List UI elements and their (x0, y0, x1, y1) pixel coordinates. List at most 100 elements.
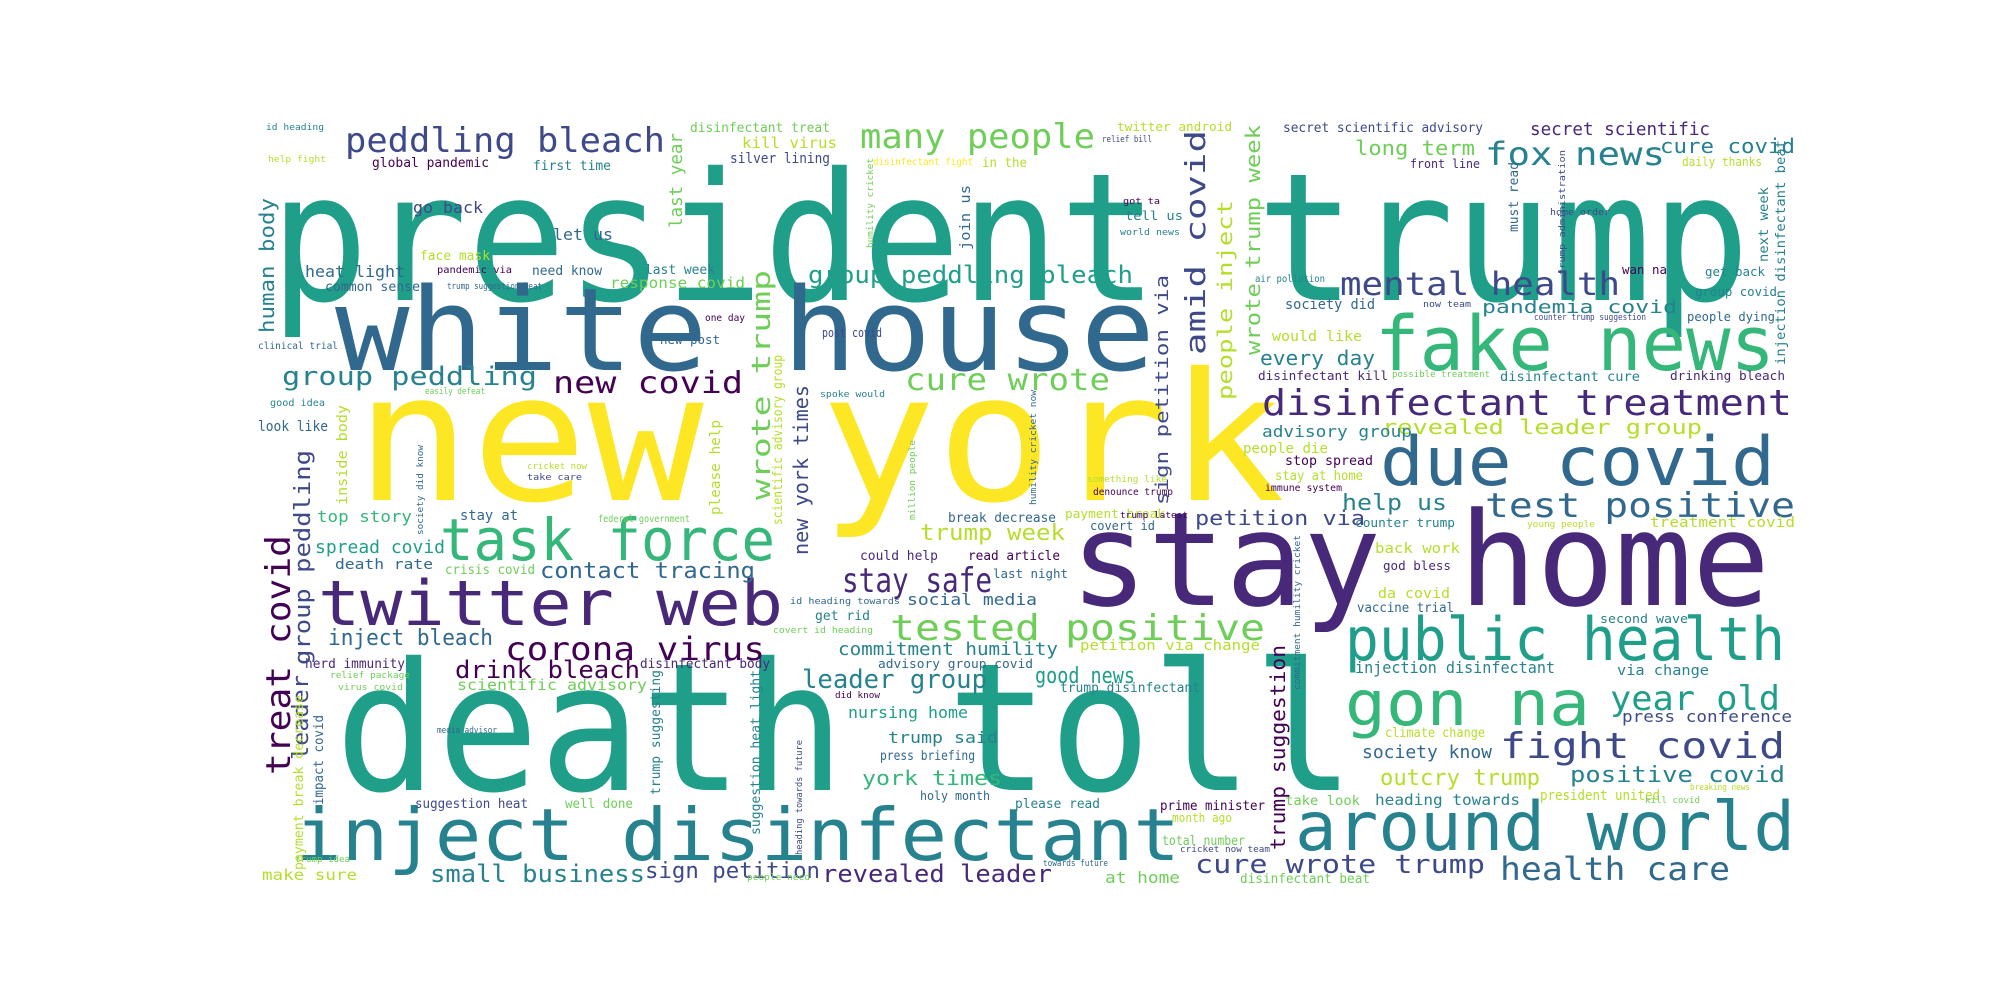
word-cure-covid: cure covid (1660, 134, 1795, 158)
word-trump-latest: trump latest (1120, 511, 1188, 521)
word-positive-covid: positive covid (1570, 763, 1785, 788)
word-kill-virus: kill virus (742, 134, 837, 152)
word-new-york-times: new york times (789, 385, 813, 555)
word-leader: leader (289, 675, 314, 760)
word-counter-trump: counter trump (1355, 516, 1455, 530)
word-group-peddling: group peddling (282, 362, 537, 392)
word-disinfectant-treat: disinfectant treat (690, 121, 830, 136)
word-stop-spread: stop spread (1285, 454, 1373, 469)
word-disinfectant-kill: disinfectant kill (1258, 369, 1388, 383)
word-cricket-now: cricket now (527, 462, 588, 472)
word-white-house: white house (335, 264, 1155, 398)
word-disinfectant-beat: disinfectant beat (1240, 872, 1370, 887)
word-press-briefing: press briefing (880, 749, 975, 764)
word-inject-bleach: inject bleach (328, 626, 493, 651)
word-sign-petition-via: sign petition via (1152, 275, 1173, 505)
word-please-read: please read (1015, 797, 1100, 812)
word-inside-body: inside body (335, 405, 351, 505)
word-at-home: at home (1105, 868, 1180, 887)
word-revealed-leader: revealed leader (822, 860, 1052, 888)
word-could-help: could help (860, 549, 938, 564)
word-via-change: via change (1617, 663, 1709, 679)
word-president-trump: president trump (270, 135, 1750, 342)
word-vaccine-trial: vaccine trial (1357, 601, 1454, 616)
word-treat-covid: treat covid (259, 535, 299, 775)
word-fight-covid: fight covid (1500, 726, 1785, 767)
word-wrote-trump: wrote trump (747, 270, 777, 500)
word-crisis-covid: crisis covid (445, 563, 535, 578)
word-help-us: help us (1342, 491, 1447, 516)
word-disinfectant-body: disinfectant body (640, 657, 770, 672)
word-amid-covid: amid covid (1179, 130, 1212, 355)
word-pandemic-via: pandemic via (437, 265, 512, 276)
word-take-look: take look (1285, 794, 1360, 809)
word-wan-na: wan na (1622, 263, 1667, 277)
word-federal-government: federal government (598, 514, 690, 525)
word-join-us: join us (958, 185, 974, 250)
word-social-media: social media (907, 590, 1037, 609)
word-scientific-advisory: scientific advisory (457, 676, 647, 694)
word-every-day: every day (1260, 346, 1375, 370)
word-towards-future: towards future (1043, 859, 1108, 869)
word-relief-package: relief package (330, 671, 410, 681)
word-fake-news: fake news (1375, 299, 1775, 388)
word-many-people: many people (860, 117, 1095, 157)
word-good-news: good news (1035, 664, 1135, 689)
word-contact-tracing: contact tracing (540, 559, 755, 584)
word-let-us: let us (553, 225, 613, 244)
word-trump-said: trump said (888, 728, 998, 747)
word-breaking-news: breaking news (1690, 783, 1750, 793)
word-global-pandemic: global pandemic (372, 156, 489, 171)
word-drinking-bleach: drinking bleach (1670, 369, 1785, 383)
word-pandemia-covid: pandemia covid (1482, 297, 1677, 318)
word-mental-health: mental health (1340, 265, 1620, 303)
word-heat-light: heat light (305, 262, 405, 281)
word-leader-group: leader group (802, 665, 987, 695)
word-group-peddling-bleach: group peddling bleach (808, 261, 1133, 289)
word-twitter-android: twitter android (1117, 120, 1232, 134)
word-covert-id: covert id (1090, 519, 1155, 533)
word-people-die: people die (1243, 441, 1328, 457)
word-id-heading-towards: id heading towards (790, 597, 900, 607)
word-possible-treatment: possible treatment (1392, 370, 1490, 380)
word-read-article: read article (968, 549, 1060, 564)
word-twitter-web: twitter web (318, 567, 783, 640)
word-disinfectant-fight: disinfectant fight (873, 157, 973, 168)
word-month-ago: month ago (1172, 811, 1232, 825)
word-front-line: front line (1410, 157, 1480, 171)
word-something-like: something like (1087, 475, 1167, 485)
word-impact-covid: impact covid (312, 715, 327, 805)
word-cricket-now-team: cricket now team (1180, 845, 1270, 855)
word-daily-thanks: daily thanks (1682, 155, 1762, 169)
word-group-peddling-vertical: group peddling (291, 450, 316, 665)
word-injection-disinfectant-beat: injection disinfectant beat (1774, 140, 1789, 365)
word-group-covid: group covid (1695, 285, 1777, 299)
word-trump-administration: trump administration (1558, 150, 1568, 275)
word-trump-suggesting: trump suggesting (649, 670, 664, 795)
word-well-done: well done (565, 797, 633, 812)
word-make-sure: make sure (262, 866, 357, 884)
word-death-toll: death toll (335, 625, 1355, 832)
word-due-covid: due covid (1380, 423, 1775, 502)
word-humility-cricket: humility cricket (866, 158, 876, 248)
word-last-year: last year (666, 133, 687, 228)
word-injection-disinfectant: injection disinfectant (1355, 658, 1555, 677)
word-go-back: go back (413, 198, 483, 217)
word-press-conference: press conference (1622, 707, 1792, 726)
word-york-times: york times (862, 766, 1002, 790)
word-help-fight: help fight (268, 155, 326, 165)
word-id-heading: id heading (266, 123, 324, 133)
word-second-wave: second wave (1600, 612, 1688, 626)
word-society-know: society know (1362, 742, 1492, 763)
word-herd-immunity: herd immunity (305, 657, 405, 672)
word-look-like: look like (258, 419, 328, 435)
word-climate-change: climate change (1385, 726, 1485, 741)
word-da-covid: da covid (1378, 586, 1450, 602)
word-need-know: need know (532, 264, 602, 279)
word-world-news: world news (1120, 228, 1180, 238)
word-task-force: task force (440, 506, 775, 574)
word-new-york: new york (355, 335, 1285, 542)
word-get-back: get back (1705, 265, 1766, 279)
word-outcry-trump: outcry trump (1380, 766, 1540, 791)
